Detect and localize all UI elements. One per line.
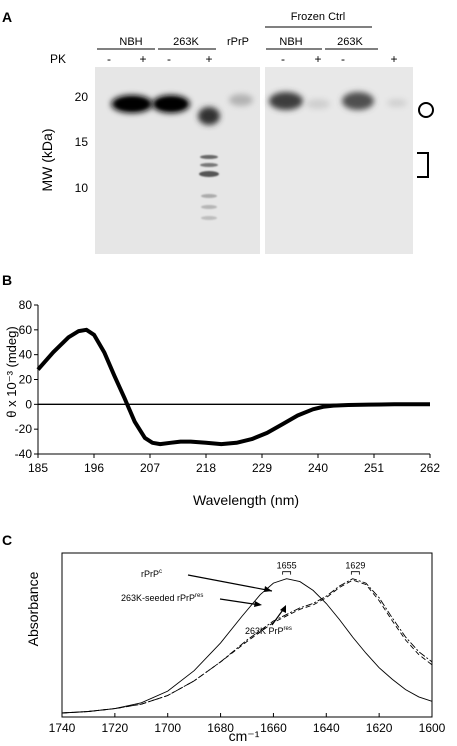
gel-band (201, 216, 217, 220)
plot-frame (61, 552, 433, 718)
spectrum-series-0 (61, 578, 433, 714)
group-label-263k-2: 263K (337, 36, 363, 48)
panel-c-label: C (2, 532, 12, 548)
group-label-nbh-2: NBH (279, 36, 302, 48)
group-label-nbh-1: NBH (119, 36, 142, 48)
pk-label: PK (50, 52, 66, 66)
y-tick-label: 60 (19, 323, 33, 337)
x-tick-label: 1600 (419, 721, 446, 735)
y-tick-label: -20 (15, 422, 33, 436)
panel-c: C Absorbance 1740 1720 1700 1680 1660 1640 162… (2, 532, 446, 744)
panel-a-label: A (2, 9, 12, 25)
pk-sign: + (205, 52, 212, 66)
peak-label: 1655 (277, 561, 297, 571)
pk-sign: - (341, 52, 345, 66)
panel-c-x-axis-label: cm⁻¹ (229, 728, 260, 744)
x-tick-label: 1660 (260, 721, 287, 735)
callout-arrow-263k-seeded (219, 598, 261, 606)
panel-b-label: B (2, 272, 12, 288)
x-tick-label: 1700 (154, 721, 181, 735)
panel-b-x-axis-label: Wavelength (nm) (193, 492, 299, 508)
pk-sign: + (390, 52, 397, 66)
callout-arrow-rprpc (187, 574, 273, 592)
series-label-rprpc: rPrPc (141, 569, 162, 579)
x-tick-label: 1720 (102, 721, 129, 735)
circle-marker (418, 102, 434, 118)
gel-band (201, 194, 217, 198)
x-tick-label: 1740 (49, 721, 76, 735)
arrowhead (280, 605, 286, 613)
spectrum-series-2 (61, 578, 433, 714)
y-tick-label: 40 (19, 348, 33, 362)
mw-tick-20: 20 (75, 90, 89, 104)
gel-band (116, 98, 148, 110)
y-tick-label: 0 (25, 397, 32, 411)
y-tick-label: 20 (19, 373, 33, 387)
gel-band (342, 92, 374, 110)
gel-band (387, 99, 407, 107)
panel-a-y-axis-label: MW (kDa) (39, 129, 55, 192)
y-tick-label: -40 (15, 447, 33, 461)
arrowhead (264, 586, 272, 592)
x-tick-label: 218 (196, 461, 216, 475)
gel-band (198, 107, 220, 125)
cd-spectrum-line (36, 327, 430, 447)
spectrum-series-1 (61, 579, 433, 714)
group-label-263k-1: 263K (173, 36, 199, 48)
gel-band (306, 99, 330, 109)
x-tick-label: 185 (28, 461, 48, 475)
pk-sign: + (139, 52, 146, 66)
bracket-marker (417, 152, 429, 178)
peak-marker (350, 571, 360, 575)
panel-b-y-axis-label: θ x 10⁻³ (mdeg) (4, 326, 19, 417)
pk-sign: + (314, 52, 321, 66)
arrowhead (254, 601, 262, 607)
gel-band (199, 171, 219, 177)
frozen-ctrl-header: Frozen Ctrl (291, 11, 345, 23)
group-label-rprp: rPrP (227, 36, 249, 48)
panel-c-tick-labels: 1740 1720 1700 1680 1660 1640 1620 1600 (49, 721, 446, 735)
x-tick-label: 196 (84, 461, 104, 475)
gel-band (200, 155, 218, 159)
panel-c-axes (61, 552, 433, 718)
x-tick-label: 229 (252, 461, 272, 475)
x-tick-label: 1620 (366, 721, 393, 735)
panel-b-axes (34, 304, 431, 458)
x-tick-label: 262 (420, 461, 440, 475)
peak-label: 1629 (345, 561, 365, 571)
mw-tick-15: 15 (75, 135, 89, 149)
y-tick-label: 80 (19, 298, 33, 312)
panel-c-y-axis-label: Absorbance (25, 571, 41, 646)
gel-band (229, 94, 253, 106)
peak-marker (282, 571, 292, 575)
gel-band (200, 163, 218, 167)
x-tick-label: 207 (140, 461, 160, 475)
gel-band (201, 205, 217, 209)
x-tick-label: 1680 (207, 721, 234, 735)
series-label-263k-seeded: 263K-seeded rPrPres (121, 593, 203, 603)
mw-tick-10: 10 (75, 181, 89, 195)
series-label-263k-prpres: 263K PrPres (245, 626, 292, 636)
x-tick-label: 240 (308, 461, 328, 475)
pk-sign: - (167, 52, 171, 66)
panel-c-peak-annotations: 1655 1629 (277, 561, 365, 575)
pk-sign: - (281, 52, 285, 66)
pk-sign: - (107, 52, 111, 66)
gel-band (269, 92, 303, 110)
gel-band (156, 98, 186, 110)
panel-c-series (61, 578, 433, 714)
x-tick-label: 1640 (313, 721, 340, 735)
x-tick-label: 251 (364, 461, 384, 475)
panel-a: A Frozen Ctrl NBH 263K rPrP NBH 263K PK … (2, 9, 434, 254)
